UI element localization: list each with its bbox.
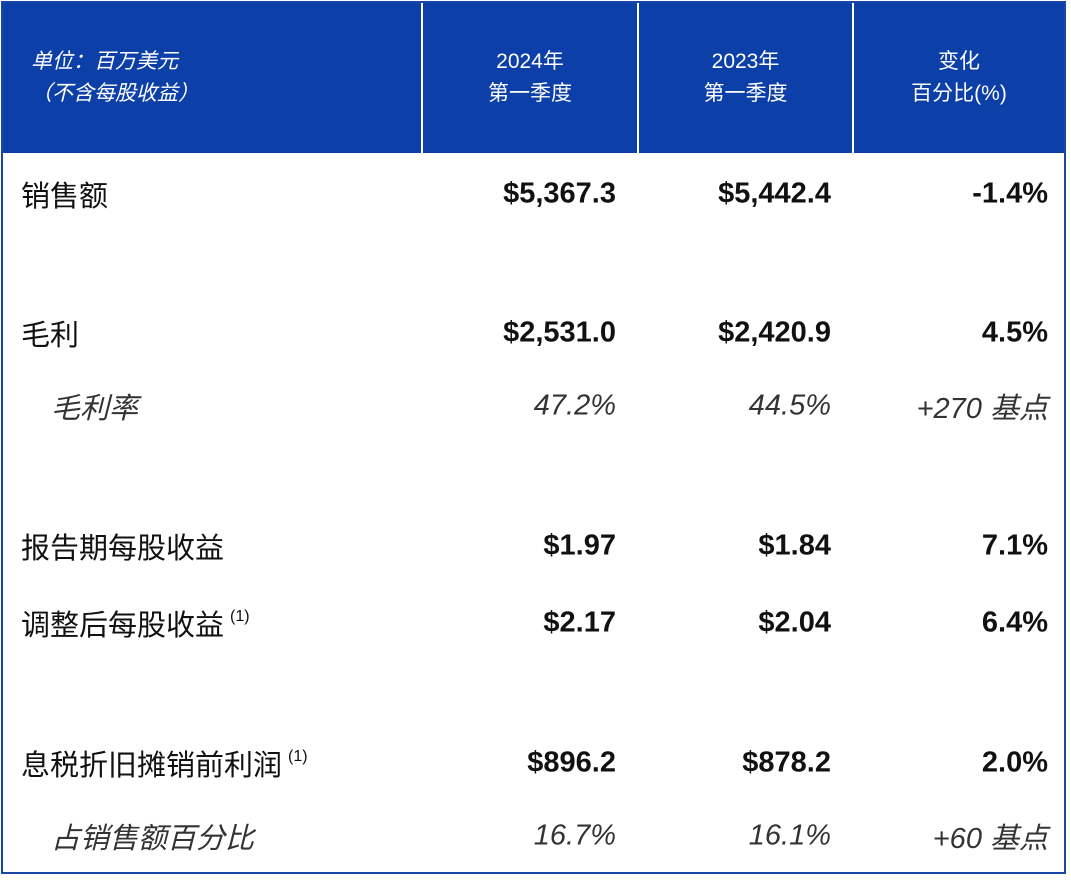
label-text: 息税折旧摊销前利润	[21, 750, 283, 782]
cell-value: $896.2	[527, 746, 616, 779]
header-text: 第一季度	[703, 82, 788, 105]
column-separator	[637, 3, 639, 153]
header-cell: 变化百分比(%)	[854, 3, 1064, 153]
cell-value: 47.2%	[533, 389, 616, 422]
cell-value: $1.97	[543, 529, 616, 562]
label-text: 毛利	[21, 320, 80, 352]
label-text: 报告期每股收益	[21, 533, 225, 565]
header-text: 单位：百万美元	[31, 50, 178, 73]
cell-value: 16.1%	[748, 819, 831, 852]
header-text: 变化	[938, 50, 980, 73]
header-text: 2023年	[711, 50, 780, 73]
label-text: 调整后每股收益	[21, 610, 225, 642]
header-cell: 2024年第一季度	[423, 3, 637, 153]
label-text: 销售额	[21, 181, 109, 213]
header-text: 2024年	[496, 50, 564, 73]
column-separator	[421, 3, 423, 153]
row-label: 销售额	[21, 173, 108, 215]
row-label: 占销售额百分比	[51, 815, 254, 857]
cell-value: 4.5%	[981, 316, 1048, 349]
cell-value: -1.4%	[972, 177, 1048, 210]
cell-value: $2,420.9	[718, 316, 831, 349]
row-label: 毛利	[21, 312, 79, 354]
header-cell: 2023年第一季度	[639, 3, 852, 153]
row-label: 调整后每股收益 (1)	[21, 602, 250, 644]
table-header: 单位：百万美元 （不含每股收益） 2024年 第一季度 2023年 第一季度 变化 百分比(%…	[3, 3, 1064, 153]
cell-value: $2,531.0	[503, 316, 616, 349]
header-text: 第一季度	[488, 82, 572, 105]
footnote-marker: (1)	[288, 748, 308, 765]
row-label: 息税折旧摊销前利润 (1)	[21, 742, 308, 784]
column-separator	[852, 3, 854, 153]
cell-value: $5,442.4	[718, 177, 831, 210]
cell-value: +60 基点	[932, 823, 1048, 855]
cell-value: $1.84	[758, 529, 831, 562]
cell-value: +270 基点	[916, 393, 1048, 425]
header-text: 百分比(%)	[911, 82, 1007, 105]
row-label: 报告期每股收益	[21, 525, 224, 567]
header-text: （不含每股收益）	[31, 82, 199, 105]
cell-value: $5,367.3	[503, 177, 616, 210]
label-text: 毛利率	[51, 393, 139, 425]
cell-value: $2.17	[543, 606, 616, 639]
header-cell: 单位：百万美元 （不含每股收益）	[3, 3, 421, 153]
row-label: 毛利率	[51, 385, 138, 427]
label-text: 占销售额百分比	[51, 823, 255, 855]
cell-value: $2.04	[758, 606, 831, 639]
cell-value: 6.4%	[981, 606, 1048, 639]
cell-value: 16.7%	[533, 819, 616, 852]
footnote-marker: (1)	[230, 608, 250, 625]
cell-value: 2.0%	[981, 746, 1048, 779]
cell-value: $878.2	[742, 746, 831, 779]
cell-value: 44.5%	[748, 389, 831, 422]
cell-value: 7.1%	[981, 529, 1048, 562]
